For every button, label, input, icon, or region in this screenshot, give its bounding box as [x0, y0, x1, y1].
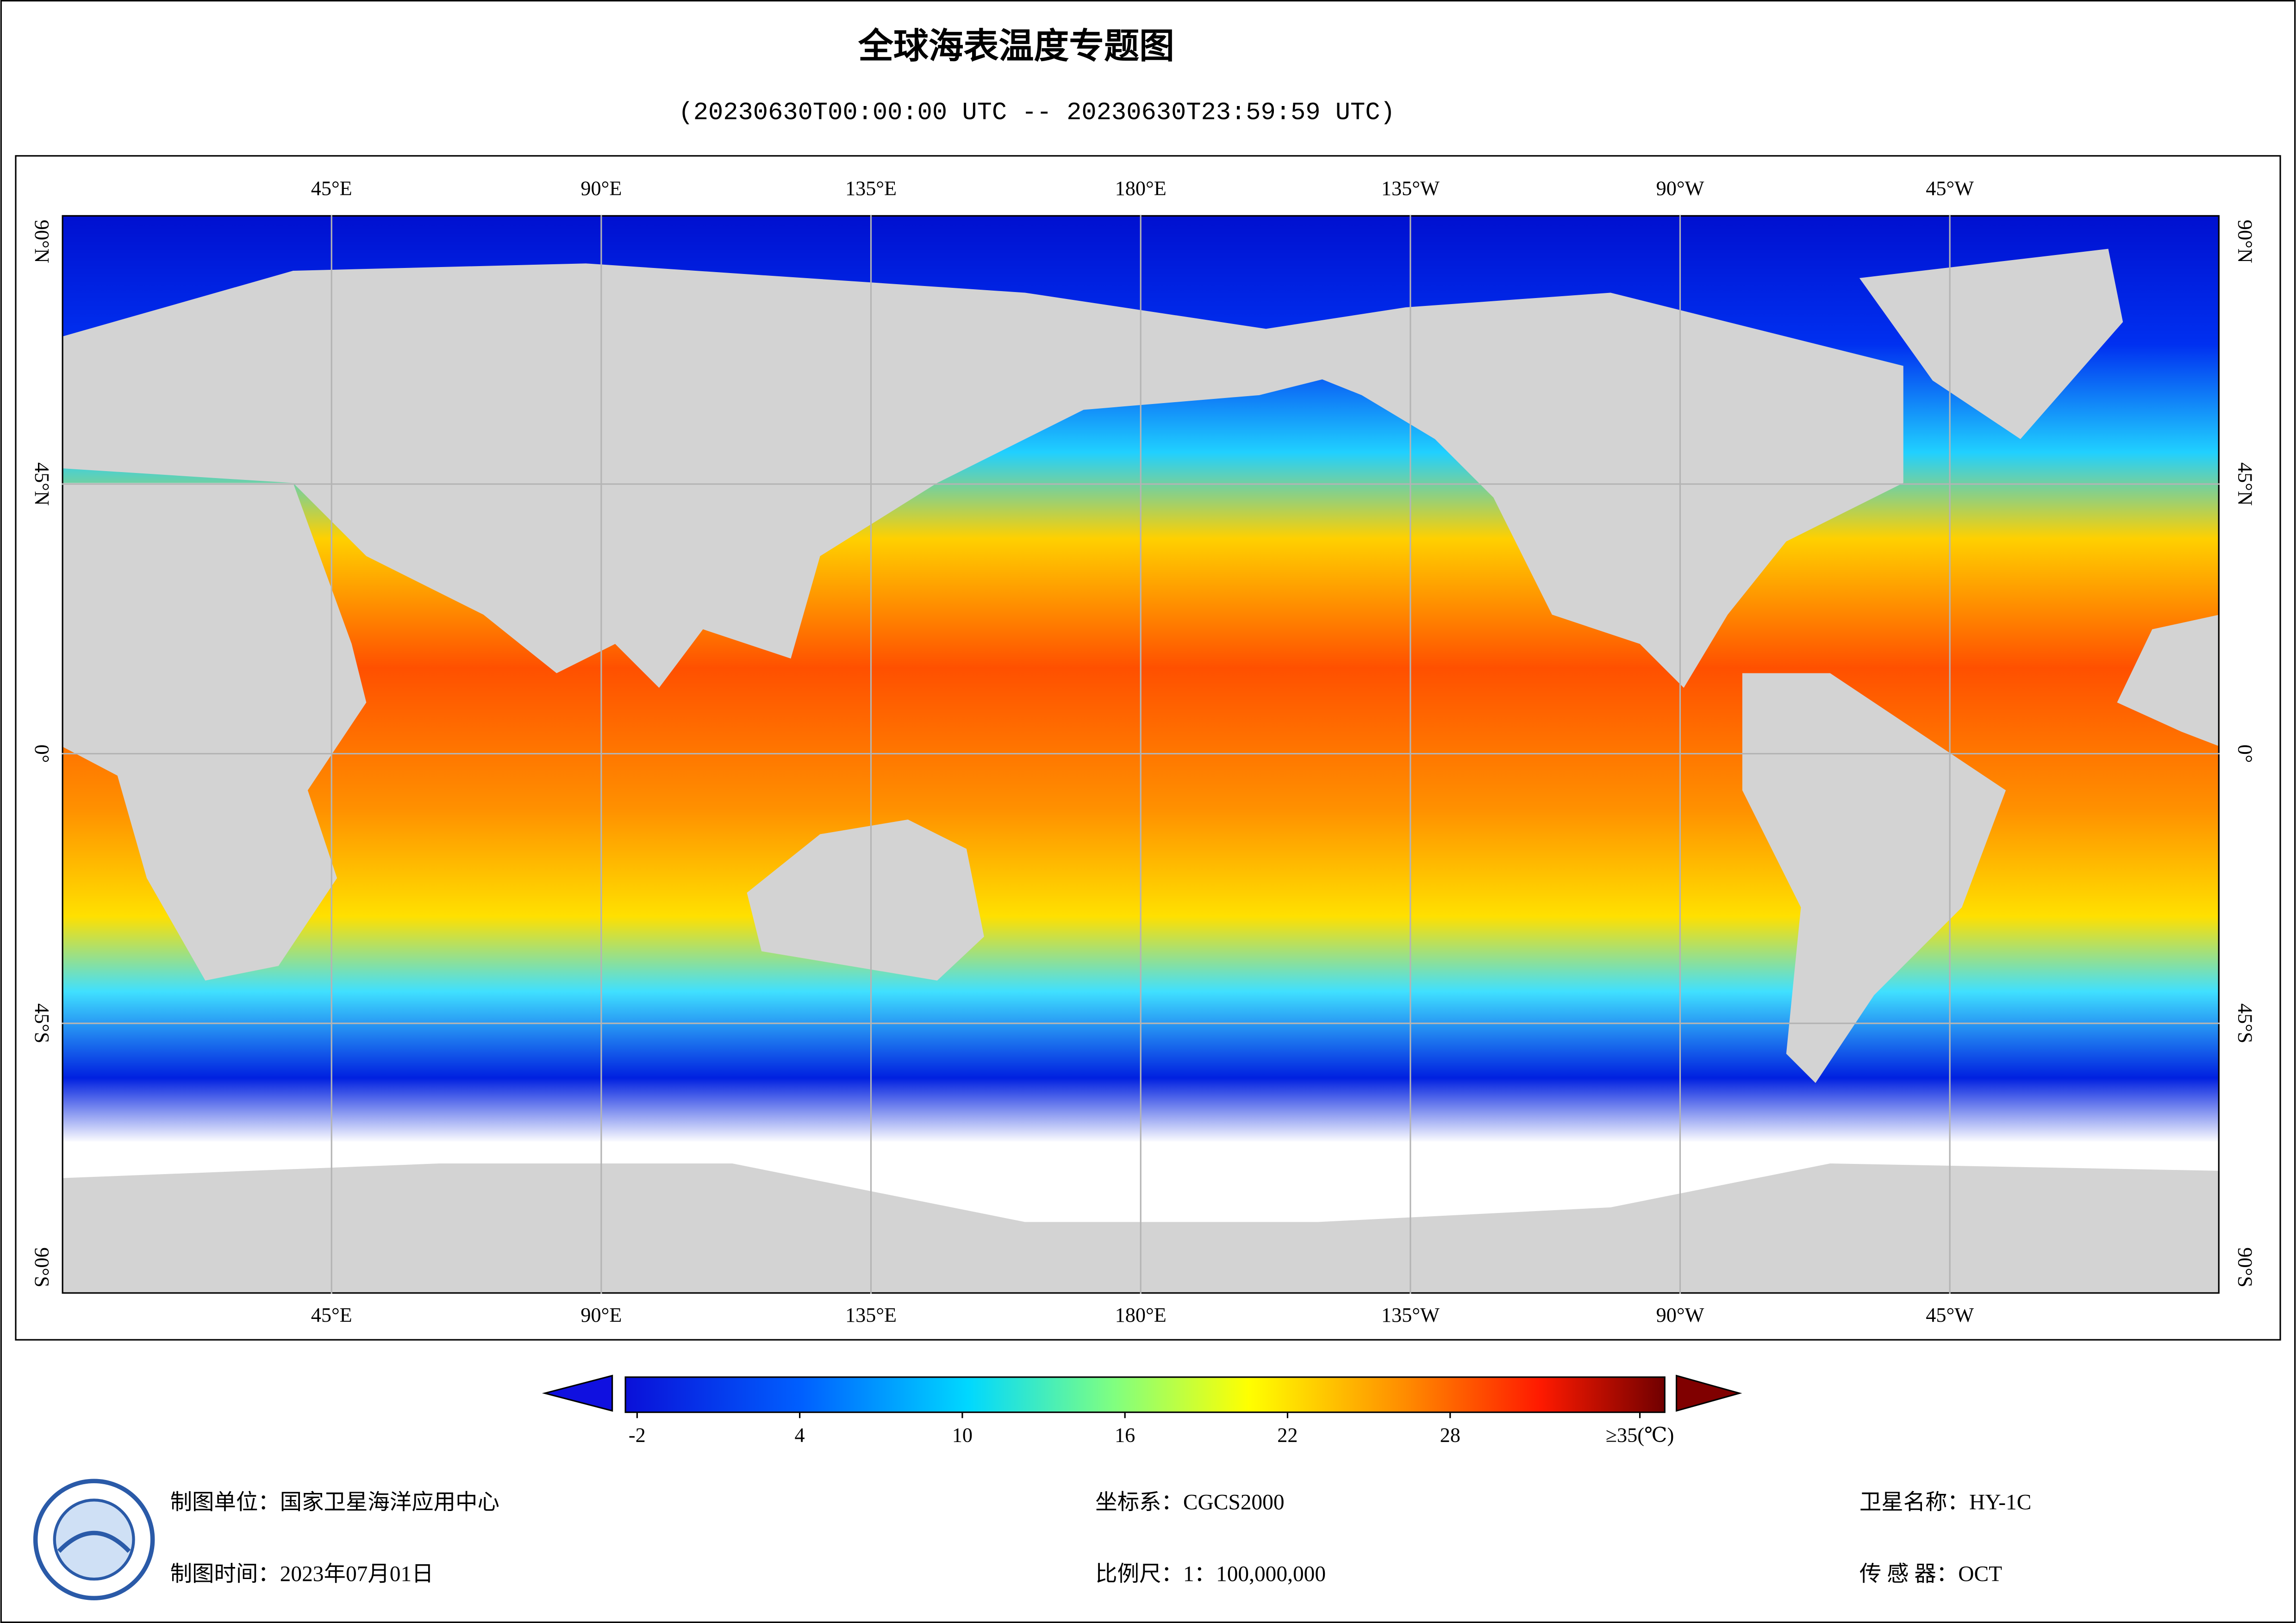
land [62, 483, 367, 981]
footer-info: 比例尺：1：100,000,000 [1095, 1562, 1326, 1586]
colorbar-tick-label: 16 [1115, 1424, 1135, 1447]
colorbar-tick-label: 28 [1440, 1424, 1460, 1447]
lon-label: 45°W [1926, 177, 1974, 199]
lat-label: 45°N [2234, 462, 2256, 506]
land [62, 263, 1377, 688]
lon-label: 90°W [1656, 177, 1704, 199]
lon-label: 90°E [580, 1304, 622, 1326]
lon-label: 90°E [580, 177, 622, 199]
land [1215, 292, 1903, 688]
lon-label: 90°W [1656, 1304, 1704, 1326]
lat-label: 0° [31, 745, 53, 763]
colorbar-high-arrow [1676, 1374, 1742, 1412]
footer-info: 传 感 器：OCT [1859, 1562, 2002, 1586]
lon-label: 45°E [311, 177, 352, 199]
colorbar-tick-label: 10 [952, 1424, 973, 1447]
lat-label: 45°N [31, 462, 53, 506]
colorbar-tick-label: ≥35(℃) [1606, 1424, 1674, 1447]
land [1859, 249, 2123, 439]
lon-label: 45°W [1926, 1304, 1974, 1326]
lon-label: 135°W [1381, 1304, 1440, 1326]
map-frame [15, 155, 2281, 1341]
land [1742, 673, 2006, 1083]
lat-label: 45°S [31, 1003, 53, 1044]
colorbar-tick-label: 22 [1277, 1424, 1298, 1447]
lon-label: 45°E [311, 1304, 352, 1326]
lon-label: 180°E [1115, 1304, 1167, 1326]
lat-label: 90°S [31, 1247, 53, 1287]
footer-info: 坐标系：CGCS2000 [1095, 1491, 1284, 1515]
lon-label: 135°E [845, 177, 897, 199]
lat-label: 90°N [2234, 220, 2256, 263]
colorbar [624, 1376, 1666, 1413]
title: 全球海表温度专题图 [858, 25, 1174, 66]
lat-label: 45°S [2234, 1003, 2256, 1044]
land [747, 819, 984, 981]
land [2117, 615, 2220, 746]
colorbar-low-arrow [542, 1374, 613, 1412]
lon-label: 135°W [1381, 177, 1440, 199]
lat-label: 90°N [31, 220, 53, 263]
lat-label: 0° [2234, 745, 2256, 763]
footer-info: 制图时间：2023年07月01日 [170, 1562, 434, 1586]
footer-info: 卫星名称：HY-1C [1859, 1491, 2031, 1515]
lon-label: 135°E [845, 1304, 897, 1326]
logo [33, 1479, 155, 1600]
subtitle: (20230630T00:00:00 UTC -- 20230630T23:59… [679, 99, 1395, 127]
colorbar-tick-label: 4 [795, 1424, 805, 1447]
lat-label: 90°S [2234, 1247, 2256, 1287]
colorbar-tick-label: -2 [629, 1424, 646, 1447]
footer-info: 制图单位：国家卫星海洋应用中心 [170, 1491, 499, 1515]
lon-label: 180°E [1115, 177, 1167, 199]
